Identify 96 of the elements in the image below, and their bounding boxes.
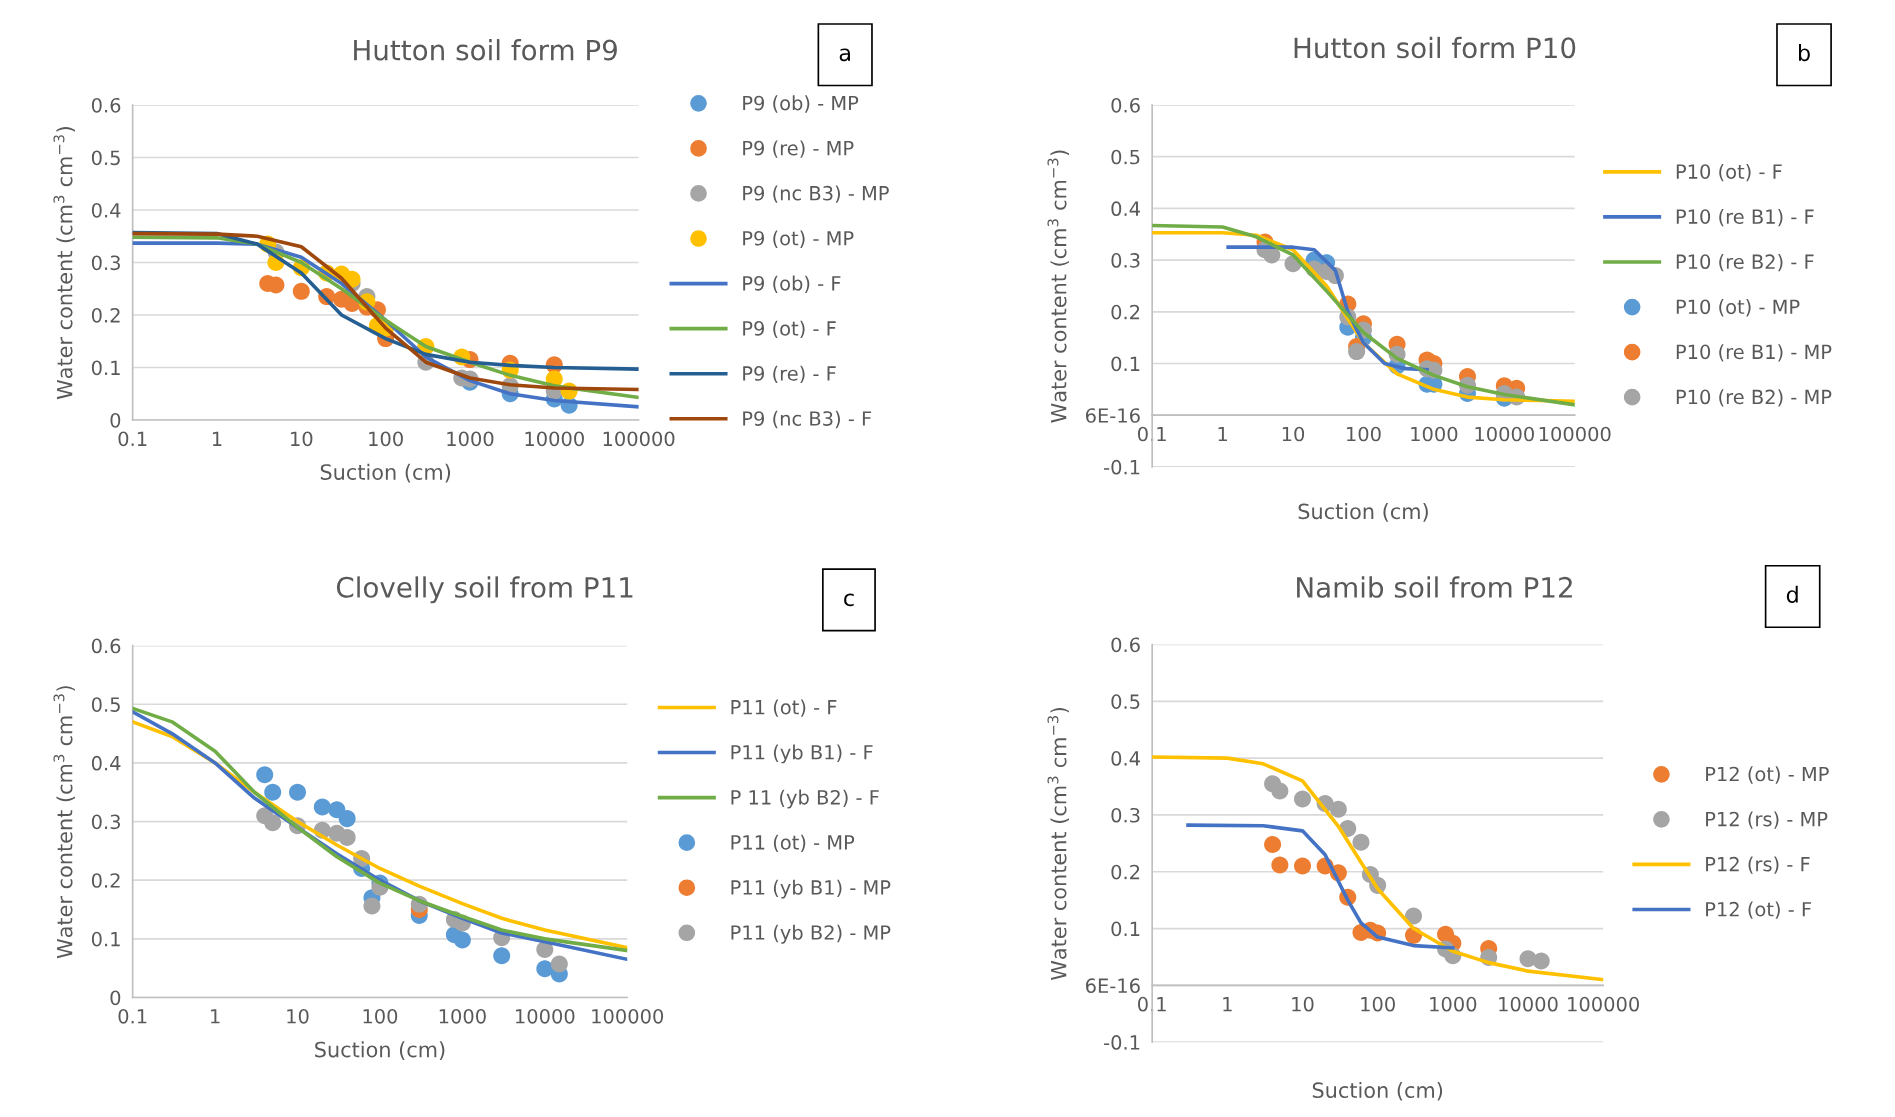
chart-title: Namib soil from P12	[1297, 576, 1572, 598]
legend-label: P11 (yb B1) - MP	[731, 879, 891, 899]
legend-label: P9 (re) - MP	[743, 140, 854, 158]
x-tick-label: 1	[211, 1009, 220, 1024]
legend-label: P9 (ob) - MP	[743, 95, 859, 113]
chart-title: Hutton soil form P10	[1294, 36, 1576, 59]
x-tick-label: 1	[1223, 997, 1232, 1012]
y-tick-label: 0.5	[1111, 149, 1140, 165]
legend-label: P10 (ot) - MP	[1676, 299, 1800, 317]
y-tick-label: 0.5	[91, 697, 120, 712]
x-tick-label: 1000	[1411, 426, 1458, 442]
legend-label: P11 (ot) - F	[731, 699, 837, 717]
y-tick-label: 0	[110, 412, 121, 428]
legend-label: P10 (re B2) - MP	[1676, 389, 1832, 407]
y-tick-label: 0.3	[1111, 253, 1140, 268]
y-tick-label: -0.1	[1104, 459, 1140, 475]
y-tick-label: 0.2	[91, 873, 120, 888]
legend-label: P10 (ot) - F	[1676, 163, 1782, 182]
x-tick-label: 10000	[1475, 426, 1534, 442]
x-tick-label: 10	[287, 1008, 309, 1024]
x-axis-title: Suction (cm)	[1312, 1081, 1443, 1101]
x-tick-label: 100	[1361, 996, 1395, 1012]
x-tick-label: 0.1	[1137, 426, 1166, 442]
legend-label: P11 (yb B1) - F	[731, 744, 873, 764]
x-tick-label: 100000	[1568, 996, 1639, 1012]
legend-label: P11 (ot) - MP	[731, 834, 855, 853]
y-tick-label: 0.6	[1111, 97, 1140, 113]
y-tick-label: 0.3	[91, 255, 120, 271]
y-tick-label: 0.2	[1111, 864, 1140, 880]
x-tick-label: 100	[369, 431, 403, 447]
x-tick-label: 1000	[439, 1008, 486, 1024]
x-tick-label: 100000	[592, 1008, 664, 1024]
y-tick-label: 0.6	[91, 638, 121, 654]
y-tick-label: 0.6	[91, 97, 121, 113]
text: b	[1799, 43, 1810, 62]
x-tick-label: 1	[1218, 426, 1227, 442]
text: a	[839, 48, 850, 62]
y-tick-label: 0.4	[1111, 201, 1140, 217]
y-axis-title: Water content (cm$^{3}$ cm$^{−3}$)	[53, 686, 75, 959]
x-tick-label: 10000	[1499, 996, 1558, 1012]
legend-label: P9 (ot) - MP	[743, 230, 854, 248]
legend-label: P10 (re B2) - F	[1676, 254, 1814, 272]
y-axis-title: Water content (cm$^{3}$ cm$^{−3}$)	[53, 127, 75, 400]
y-tick-label: 6E-16	[1085, 978, 1140, 994]
legend-label: P10 (re B1) - F	[1676, 208, 1814, 227]
text: c	[844, 593, 854, 607]
y-tick-label: 0.2	[1111, 304, 1140, 320]
y-tick-label: 0.4	[91, 202, 121, 218]
legend-label: P9 (ot) - F	[743, 320, 836, 339]
chart-title: Clovelly soil from P11	[336, 576, 633, 604]
x-tick-label: 0.1	[1137, 996, 1166, 1012]
y-tick-label: 0.4	[91, 755, 121, 771]
legend-label: P11 (yb B2) - MP	[731, 924, 891, 944]
y-tick-label: 0.1	[91, 931, 120, 947]
legend-label: P12 (rs) - F	[1706, 856, 1810, 874]
x-axis-title: Suction (cm)	[315, 1041, 445, 1060]
x-tick-label: 1000	[1430, 996, 1477, 1012]
legend-label: P9 (ob) - F	[743, 275, 841, 293]
y-tick-label: 0.2	[91, 307, 120, 323]
legend-label: P12 (ot) - MP	[1706, 766, 1829, 784]
x-tick-label: 10	[1292, 996, 1314, 1012]
x-tick-label: 100000	[1539, 426, 1611, 442]
x-tick-label: 100	[1347, 426, 1381, 442]
y-tick-label: 0.3	[91, 814, 120, 830]
y-tick-label: 0.6	[1111, 637, 1140, 653]
y-tick-label: 0.5	[91, 150, 120, 166]
y-tick-label: 0.1	[1111, 356, 1140, 372]
x-tick-label: 10	[1282, 426, 1305, 442]
x-tick-label: 10	[291, 431, 313, 447]
x-tick-label: 10000	[516, 1008, 575, 1024]
x-axis-title: Suction (cm)	[320, 463, 451, 483]
legend-label: P9 (nc B3) - MP	[743, 185, 889, 203]
x-tick-label: 100000	[603, 431, 675, 447]
y-axis-title: Water content (cm$^{3}$ cm$^{−3}$)	[1047, 150, 1069, 423]
legend-label: P12 (rs) - MP	[1706, 811, 1828, 829]
x-tick-label: 100	[363, 1008, 398, 1024]
chart-title: Hutton soil form P9	[354, 39, 617, 61]
y-tick-label: 6E-16	[1085, 408, 1140, 423]
y-tick-label: 0.5	[1111, 694, 1140, 709]
legend-label: P9 (nc B3) - F	[743, 410, 872, 429]
legend-label: P12 (ot) - F	[1706, 901, 1811, 919]
x-tick-label: 1000	[447, 431, 494, 447]
legend-label: P 11 (yb B2) - F	[731, 789, 879, 809]
y-tick-label: -0.1	[1104, 1035, 1140, 1050]
y-tick-label: 0.3	[1111, 807, 1140, 823]
y-tick-label: 0.4	[1111, 751, 1140, 766]
x-tick-label: 1	[212, 431, 222, 446]
text: d	[1786, 585, 1798, 603]
x-axis-title: Suction (cm)	[1298, 503, 1428, 522]
y-axis-title: Water content (cm$^{3}$ cm$^{−3}$)	[1047, 707, 1069, 981]
y-tick-label: 0.1	[1111, 921, 1140, 937]
x-tick-label: 10000	[525, 431, 584, 447]
y-tick-label: 0	[110, 990, 121, 1006]
y-tick-label: 0.1	[91, 360, 120, 376]
legend-label: P10 (re B1) - MP	[1676, 344, 1832, 362]
legend-label: P9 (re) - F	[743, 365, 836, 384]
